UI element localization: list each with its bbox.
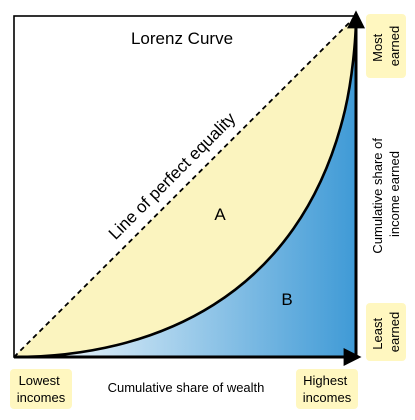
area-b-label: B <box>281 290 292 309</box>
least-earned-box <box>366 303 406 361</box>
most-earned-box <box>366 14 406 78</box>
least-earned-label: Least earned <box>370 312 402 352</box>
diagram-title: Lorenz Curve <box>131 29 233 48</box>
area-b <box>14 16 356 357</box>
highest-incomes-box <box>296 369 358 409</box>
lowest-incomes-box <box>10 369 72 409</box>
area-a-label: A <box>214 205 226 224</box>
y-axis-label: Cumulative share of income earned <box>370 134 402 253</box>
highest-incomes-label: Highest incomes <box>303 373 352 405</box>
x-axis-label: Cumulative share of wealth <box>108 380 265 395</box>
lowest-incomes-label: Lowest incomes <box>17 373 66 405</box>
lorenz-curve <box>13 15 358 359</box>
most-earned-label: Most earned <box>370 26 402 66</box>
